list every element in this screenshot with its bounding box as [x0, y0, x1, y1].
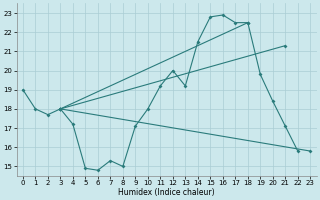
- X-axis label: Humidex (Indice chaleur): Humidex (Indice chaleur): [118, 188, 215, 197]
